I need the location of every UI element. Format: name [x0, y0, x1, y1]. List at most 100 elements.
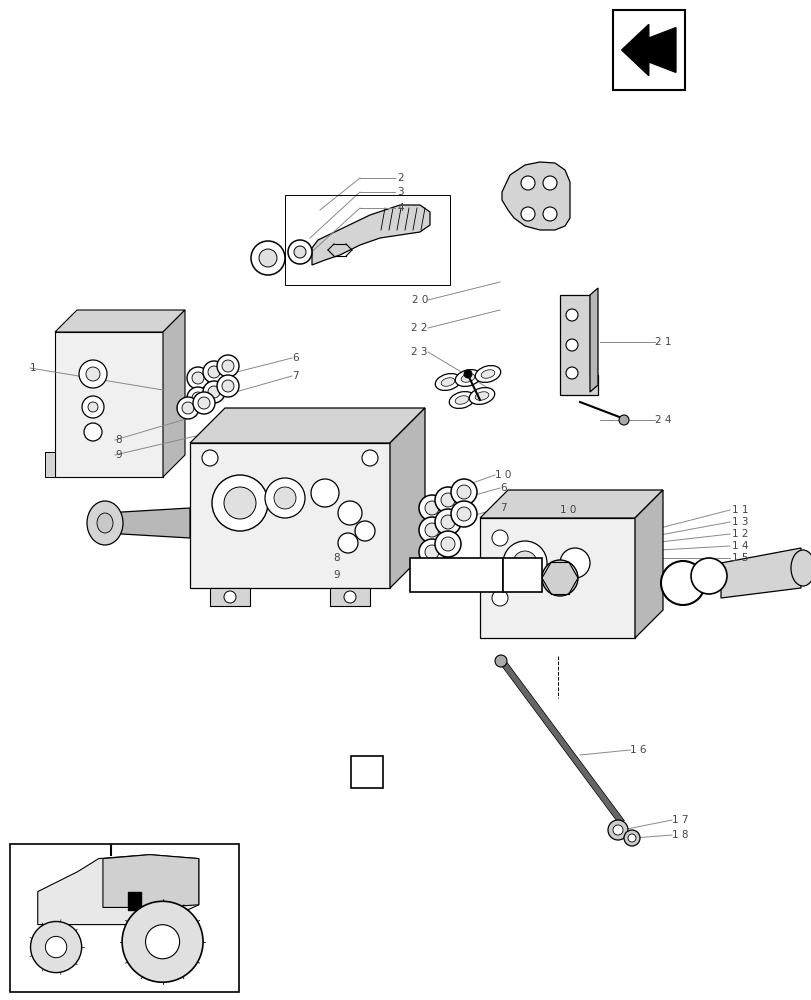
Ellipse shape [491, 530, 508, 546]
Ellipse shape [224, 487, 255, 519]
Ellipse shape [203, 381, 225, 403]
Text: 2 1: 2 1 [654, 337, 671, 347]
Polygon shape [311, 205, 430, 265]
Ellipse shape [495, 655, 506, 667]
Ellipse shape [457, 485, 470, 499]
Ellipse shape [208, 366, 220, 378]
Ellipse shape [97, 513, 113, 533]
Ellipse shape [455, 370, 480, 386]
Ellipse shape [435, 509, 461, 535]
Text: 2 4: 2 4 [654, 415, 671, 425]
Text: 1 0: 1 0 [495, 470, 511, 480]
Ellipse shape [435, 531, 461, 557]
Ellipse shape [448, 392, 474, 408]
Ellipse shape [208, 386, 220, 398]
Polygon shape [560, 295, 597, 395]
Ellipse shape [362, 450, 378, 466]
Ellipse shape [217, 355, 238, 377]
Text: 1 8: 1 8 [672, 830, 688, 840]
Text: 2: 2 [397, 173, 403, 183]
Ellipse shape [191, 392, 204, 404]
Ellipse shape [455, 396, 468, 404]
Ellipse shape [565, 309, 577, 321]
Text: 19: 19 [515, 570, 530, 580]
Text: 1 1: 1 1 [731, 505, 748, 515]
Ellipse shape [690, 558, 726, 594]
Bar [350, 756, 383, 788]
Ellipse shape [273, 487, 296, 509]
Ellipse shape [435, 374, 460, 390]
Ellipse shape [424, 501, 439, 515]
Text: 5: 5 [363, 767, 370, 777]
Text: 1 6: 1 6 [629, 745, 646, 755]
Polygon shape [105, 508, 190, 538]
Polygon shape [389, 408, 424, 588]
Text: 1 7: 1 7 [672, 815, 688, 825]
Ellipse shape [618, 415, 629, 425]
Ellipse shape [122, 901, 203, 982]
Text: 2 2: 2 2 [411, 323, 427, 333]
Ellipse shape [435, 487, 461, 513]
Text: 3: 3 [397, 187, 403, 197]
Ellipse shape [521, 176, 534, 190]
Ellipse shape [457, 507, 470, 521]
Ellipse shape [607, 820, 627, 840]
Polygon shape [634, 490, 663, 638]
Ellipse shape [203, 361, 225, 383]
Ellipse shape [182, 402, 194, 414]
Text: 9: 9 [333, 570, 340, 580]
Ellipse shape [450, 501, 476, 527]
Ellipse shape [440, 515, 454, 529]
Polygon shape [45, 452, 55, 477]
Polygon shape [621, 24, 675, 76]
Ellipse shape [440, 537, 454, 551]
Ellipse shape [440, 378, 454, 386]
Ellipse shape [565, 367, 577, 379]
Ellipse shape [84, 423, 102, 441]
Ellipse shape [424, 545, 439, 559]
Polygon shape [479, 518, 634, 638]
Ellipse shape [294, 246, 306, 258]
Bar [10, 844, 238, 992]
Ellipse shape [513, 551, 536, 575]
Bar [503, 558, 542, 592]
Ellipse shape [543, 207, 556, 221]
Text: 2 3: 2 3 [411, 347, 427, 357]
Ellipse shape [337, 533, 358, 553]
Ellipse shape [221, 360, 234, 372]
Ellipse shape [224, 591, 236, 603]
Ellipse shape [541, 560, 577, 596]
Text: 1 3: 1 3 [731, 517, 748, 527]
Ellipse shape [469, 388, 494, 404]
Ellipse shape [623, 830, 639, 846]
Text: 6: 6 [500, 483, 506, 493]
Bar [612, 10, 684, 90]
Polygon shape [479, 490, 663, 518]
Polygon shape [190, 443, 389, 588]
Ellipse shape [418, 495, 444, 521]
Ellipse shape [145, 925, 179, 959]
Polygon shape [37, 855, 199, 925]
Ellipse shape [543, 176, 556, 190]
Ellipse shape [88, 402, 98, 412]
Ellipse shape [82, 396, 104, 418]
Text: 1 5: 1 5 [731, 553, 748, 563]
Polygon shape [590, 288, 597, 392]
Ellipse shape [521, 207, 534, 221]
Ellipse shape [474, 366, 500, 382]
Ellipse shape [418, 539, 444, 565]
Ellipse shape [337, 501, 362, 525]
Ellipse shape [424, 523, 439, 537]
Bar [128, 892, 141, 910]
Polygon shape [55, 310, 185, 332]
Text: 1 2: 1 2 [731, 529, 748, 539]
Text: 7: 7 [500, 503, 506, 513]
Ellipse shape [354, 521, 375, 541]
Ellipse shape [202, 450, 217, 466]
Ellipse shape [627, 834, 635, 842]
Polygon shape [103, 855, 199, 907]
Text: 9: 9 [115, 450, 122, 460]
Ellipse shape [440, 493, 454, 507]
Ellipse shape [191, 372, 204, 384]
Text: 6: 6 [292, 353, 298, 363]
